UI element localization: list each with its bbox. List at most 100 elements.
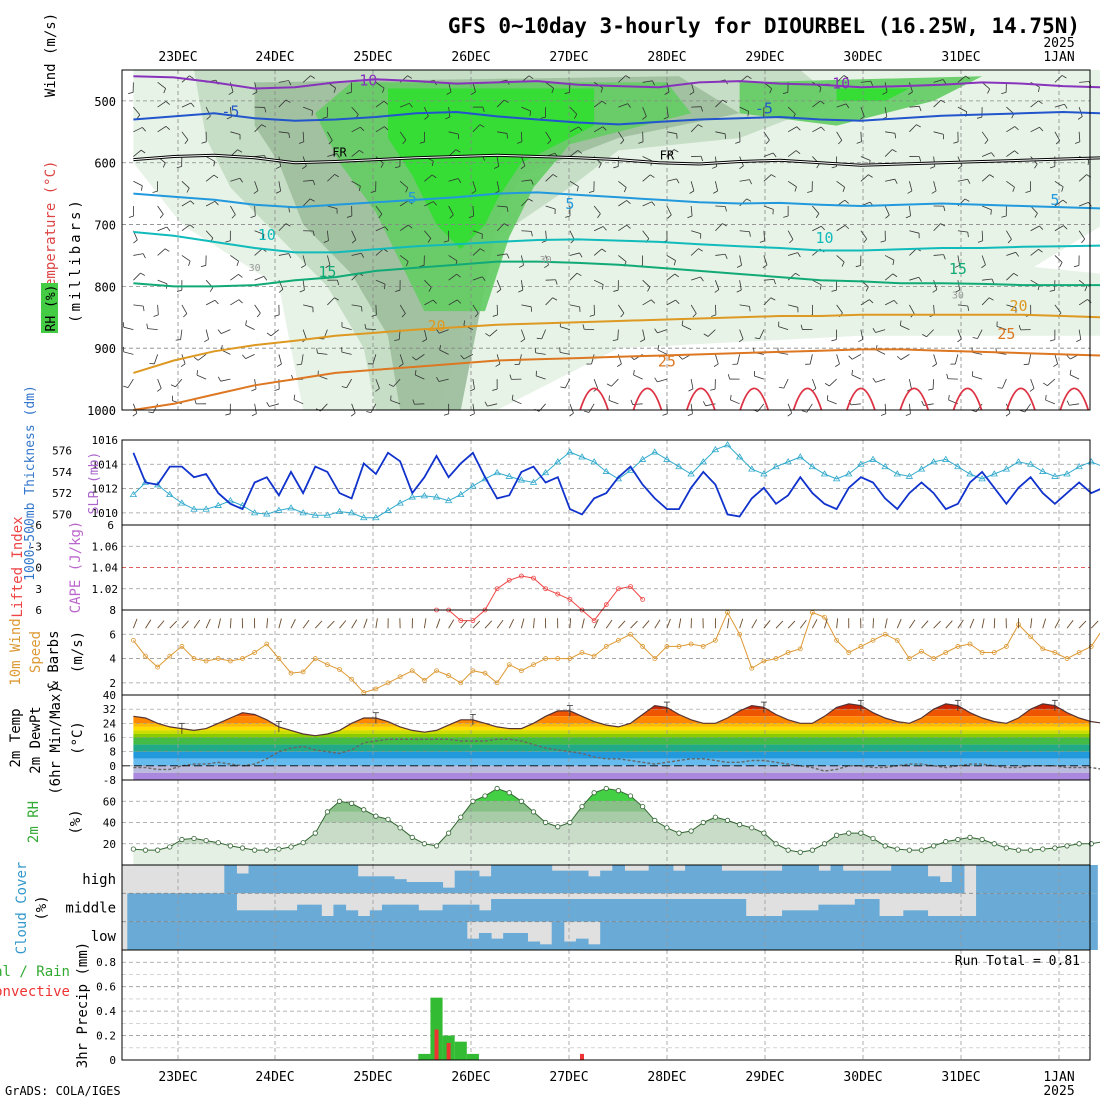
slp-point [421,493,427,498]
wind-barb-10m [885,618,887,628]
cloud-bar [540,865,553,893]
wind-barb-10m [315,621,322,628]
cloud-bar [297,905,310,922]
cloud-bar [430,882,443,893]
cloud-bar [952,922,965,950]
li-tick-label: -6 [29,519,42,532]
cloud-bar [818,905,831,922]
rh2m-point [980,837,984,841]
wind-barb-10m [618,621,625,628]
run-total-label: Run Total = 0.81 [955,954,1080,969]
slp-line [133,445,1100,518]
rh2m-point [556,825,560,829]
rh2m-point [459,815,463,819]
rh2m-point [349,801,353,805]
ylabel-dewpt-group: 2m DewPt [28,706,44,773]
cross-ylabel-wind-group: Wind (m/s) [43,13,59,97]
rh2m-point [822,842,826,846]
wind-barb-10m [218,618,220,628]
rh2m-point [168,845,172,849]
cloud-bar [564,942,577,951]
wind-barb-10m [267,618,268,628]
rh2m-point [568,820,572,824]
rh2m-point [277,847,281,851]
rh2m-point [762,831,766,835]
wind-barb-10m [291,619,295,628]
precip-total-bar [418,1054,430,1060]
bottom-date-label: 1JAN [1043,1070,1074,1085]
ylabel-cloud-unit-group: (%) [34,895,50,920]
wind-barb-flag [133,413,137,416]
cloud-bar [309,905,322,922]
thickness-line [133,453,1100,517]
ylabel-rh: RH (%) [44,285,59,332]
cloud-bar [831,922,844,950]
slp-point [494,470,500,475]
rh2m-point [228,844,232,848]
ylabel-temperature: Temperature (°C) [43,161,59,296]
cloud-bar [309,865,322,893]
cloud-bar [297,865,310,893]
wind-barb-flag [569,413,573,416]
rh2m-point [313,831,317,835]
cloud-bar [697,922,710,950]
cloud-bar [200,893,213,921]
cloud-bar [1012,922,1025,950]
cloud-bar [637,871,650,894]
cloud-bar [346,910,359,921]
cloud-bar [831,865,844,893]
wind-barb-flag [351,413,355,416]
contour-label: 5 [565,195,574,213]
cloud-bar [818,922,831,950]
precip-convective-bar [580,1054,584,1060]
rh2m-point [725,818,729,822]
rh2m-point [871,836,875,840]
cloud-bar [309,922,322,950]
bottom-date-label: 30DEC [843,1070,882,1085]
rh2m-point [543,820,547,824]
cloud-bar [1085,922,1098,950]
temp-color-band [122,734,1090,738]
cloud-bar [261,865,274,893]
ylabel-cloud: Cloud Cover [14,862,30,955]
li-tick-label: 3 [35,583,42,596]
cloud-bar [928,916,941,922]
cloud-bar [1012,865,1025,893]
ylabel-cloud-group: Cloud Cover [14,862,30,955]
rh-color-band [122,844,1090,865]
cape-tick-label: 1.04 [92,562,119,575]
wind-barb-flag [584,411,589,412]
wind-barb-10m [206,619,210,628]
contour-label: -5 [221,102,239,120]
cloud-bar [637,899,650,922]
cloud-bar [855,899,868,922]
cloud-bar [552,871,565,894]
li-tick-label: 6 [35,604,42,617]
cloud-bar [1037,893,1050,921]
contour-label: 25 [997,325,1015,343]
rh2m-point [446,831,450,835]
cloud-bar [976,865,989,893]
wind-barb-10m [182,621,189,628]
cloud-bar [479,910,492,921]
cloud-bar [200,922,213,950]
ylabel-wind-unit-group: (m/s) [70,631,86,673]
cloud-bar [297,922,310,950]
cloud-bar [988,922,1001,950]
temp-tick-label: 16 [103,732,116,745]
rh2m-point [665,826,669,830]
contour-label: 10 [258,226,276,244]
cloud-bar [879,916,892,922]
cloud-bar [491,899,504,922]
cloud-bar [224,865,237,893]
wind-barb-10m [158,621,164,629]
wind-barb-10m [788,621,795,628]
cloud-bar [867,922,880,950]
cloud-level-label: low [91,929,117,945]
cloud-bar [612,899,625,922]
rh2m-point [859,831,863,835]
wind-barb-flag [1020,410,1025,412]
rh2m-point [616,788,620,792]
slp-tick-label: 1016 [92,434,119,447]
cloud-bar [333,922,346,950]
